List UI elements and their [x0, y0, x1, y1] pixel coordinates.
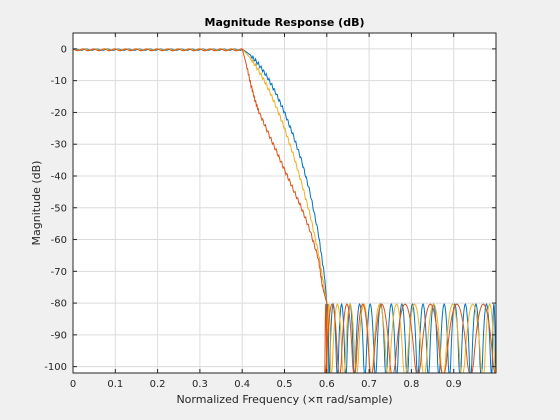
series-line-3 [73, 48, 496, 373]
series-group [73, 48, 496, 373]
y-tick-label: -50 [51, 203, 67, 214]
x-tick-label: 0.9 [446, 379, 462, 390]
grid [72, 33, 496, 373]
x-tick-label: 0 [70, 379, 76, 390]
y-tick-label: -80 [51, 299, 67, 310]
y-tick-label: -10 [51, 76, 67, 87]
y-axis-label: Magnitude (dB) [30, 161, 43, 246]
x-tick-label: 0.3 [192, 379, 208, 390]
y-tick-label: 0 [61, 44, 67, 55]
x-tick-label: 0.1 [107, 379, 123, 390]
x-tick-label: 0.6 [319, 379, 335, 390]
y-tick-label: -90 [51, 330, 67, 341]
y-tick-label: -60 [51, 235, 67, 246]
chart-title: Magnitude Response (dB) [205, 16, 365, 29]
y-tick-label: -40 [51, 171, 67, 182]
y-tick-label: -20 [51, 108, 67, 119]
x-tick-label: 0.5 [277, 379, 293, 390]
ticks: 0 0.1 0.2 0.3 0.4 0.5 0.6 0.7 0.8 0.9 0 -10 -20 -30 -4… [44, 33, 496, 390]
x-tick-label: 0.2 [150, 379, 166, 390]
x-tick-label: 0.8 [403, 379, 419, 390]
x-axis-label: Normalized Frequency (×π rad/sample) [176, 393, 392, 406]
y-tick-label: -70 [51, 267, 67, 278]
x-tick-label: 0.4 [234, 379, 250, 390]
x-tick-label: 0.7 [361, 379, 377, 390]
y-tick-label: -30 [51, 140, 67, 151]
y-tick-label: -100 [44, 362, 67, 373]
